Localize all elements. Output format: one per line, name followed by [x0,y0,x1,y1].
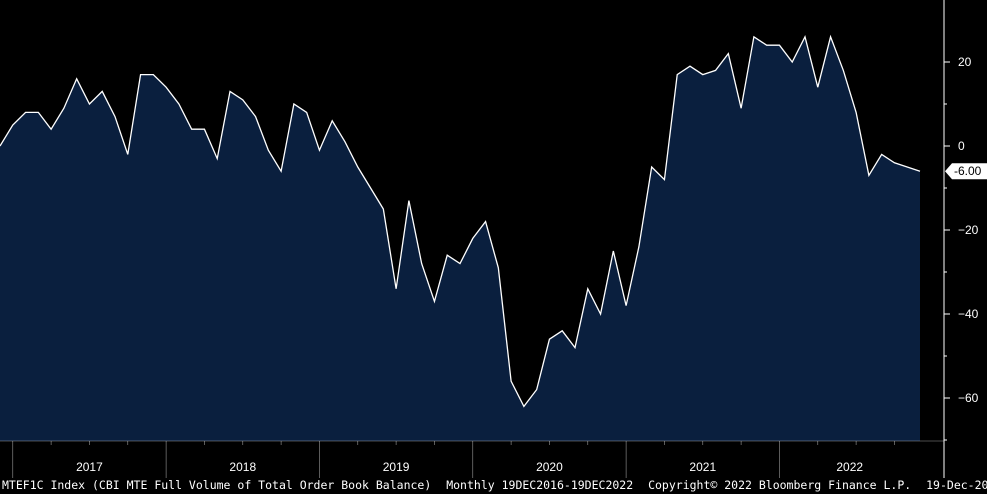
plot-area [0,34,921,442]
year-label: 2017 [76,460,103,474]
last-value-label: -6.00 [954,164,982,178]
series-line [0,34,921,408]
year-label: 2018 [229,460,256,474]
year-label: 2021 [689,460,716,474]
last-value-box [945,163,987,180]
chart-footer: MTEF1C Index (CBI MTE Full Volume of Tot… [2,478,987,494]
timestamp-label: 19-Dec-2022 07:24:02 [926,478,987,492]
index-label: MTEF1C Index (CBI MTE Full Volume of Tot… [2,478,432,492]
year-label: 2019 [383,460,410,474]
x-axis: 2017 2018 2019 2020 2021 2022 [0,440,944,478]
y-tick-label: −20 [958,223,979,237]
copyright-label: Copyright© 2022 Bloomberg Finance L.P. [648,478,912,492]
area-chart: 200−20−40−60-6.00 2017 2018 2019 2020 2021 20… [0,0,987,478]
y-tick-label: −60 [958,391,979,405]
year-label: 2022 [836,460,863,474]
period-label: Monthly 19DEC2016-19DEC2022 [446,478,634,492]
y-tick-label: 20 [958,55,972,69]
y-tick-label: −40 [958,307,979,321]
area-fill [0,36,920,442]
y-axis: 20 0 −20 −40 −60 -6.00 [943,0,987,478]
year-label: 2020 [536,460,563,474]
y-tick-label: 0 [958,139,965,153]
